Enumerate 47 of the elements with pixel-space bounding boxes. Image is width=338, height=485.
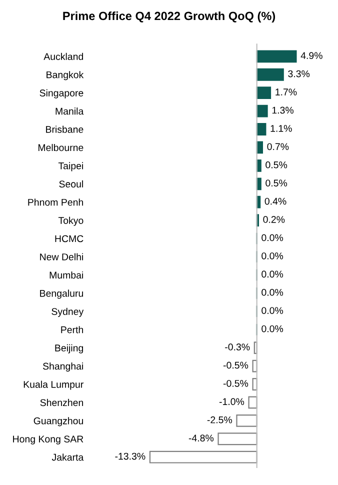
y-tick-label: Shanghai: [42, 362, 83, 372]
data-label: 0.0%: [262, 270, 284, 278]
y-tick-label: Bangkok: [46, 71, 84, 80]
data-label: -0.3%: [225, 344, 250, 350]
y-tick-label: Taipei: [58, 162, 83, 172]
y-tick-label: Manila: [56, 108, 84, 115]
y-tick-label: Auckland: [44, 52, 84, 60]
y-tick-label: Seoul: [59, 180, 83, 188]
y-tick-label: New Delhi: [40, 253, 83, 260]
data-label: 1.3%: [272, 106, 294, 114]
y-tick-label: Phnom Penh: [28, 198, 84, 206]
data-label: 3.3%: [288, 70, 310, 78]
data-label: 0.4%: [264, 198, 286, 205]
y-tick-label: Beijing: [55, 344, 84, 354]
data-label: -4.8%: [188, 434, 214, 442]
data-label: -0.5%: [223, 380, 248, 387]
y-tick-label: Singapore: [40, 89, 84, 98]
y-tick-label: Guangzhou: [34, 417, 83, 426]
y-tick-label: Kuala Lumpur: [24, 380, 84, 390]
data-label: -1.0%: [219, 398, 244, 406]
data-label: 4.9%: [300, 52, 322, 60]
y-tick-label: Bengaluru: [40, 290, 83, 299]
y-tick-label: Perth: [61, 326, 83, 334]
y-tick-label: Hong Kong SAR: [13, 436, 84, 444]
data-label: 1.7%: [276, 88, 297, 96]
y-tick-label: Tokyo: [58, 216, 84, 226]
y-tick-label: Melbourne: [38, 144, 84, 152]
data-label: 0.0%: [262, 234, 284, 242]
y-tick-label: Shenzhen: [40, 398, 84, 406]
y-tick-label: Jakarta: [52, 454, 84, 461]
y-tick-label: HCMC: [55, 235, 84, 242]
y-tick-label: Mumbai: [50, 271, 83, 279]
data-label: 0.0%: [262, 252, 284, 260]
data-label: 0.5%: [266, 161, 288, 168]
chart-title: Prime Office Q4 2022 Growth QoQ (%): [63, 11, 276, 22]
data-label: -13.3%: [115, 452, 146, 460]
y-tick-label: Brisbane: [46, 126, 84, 133]
data-label: 0.7%: [267, 143, 289, 150]
data-label: 1.1%: [270, 125, 292, 132]
data-label: 0.2%: [263, 216, 285, 223]
data-label: -0.5%: [223, 362, 248, 369]
data-label: -2.5%: [207, 416, 232, 424]
y-tick-label: Sydney: [52, 308, 84, 317]
data-label: 0.0%: [262, 288, 284, 296]
data-label: 0.5%: [266, 180, 288, 187]
data-label: 0.0%: [262, 307, 284, 314]
data-label: 0.0%: [262, 325, 284, 332]
